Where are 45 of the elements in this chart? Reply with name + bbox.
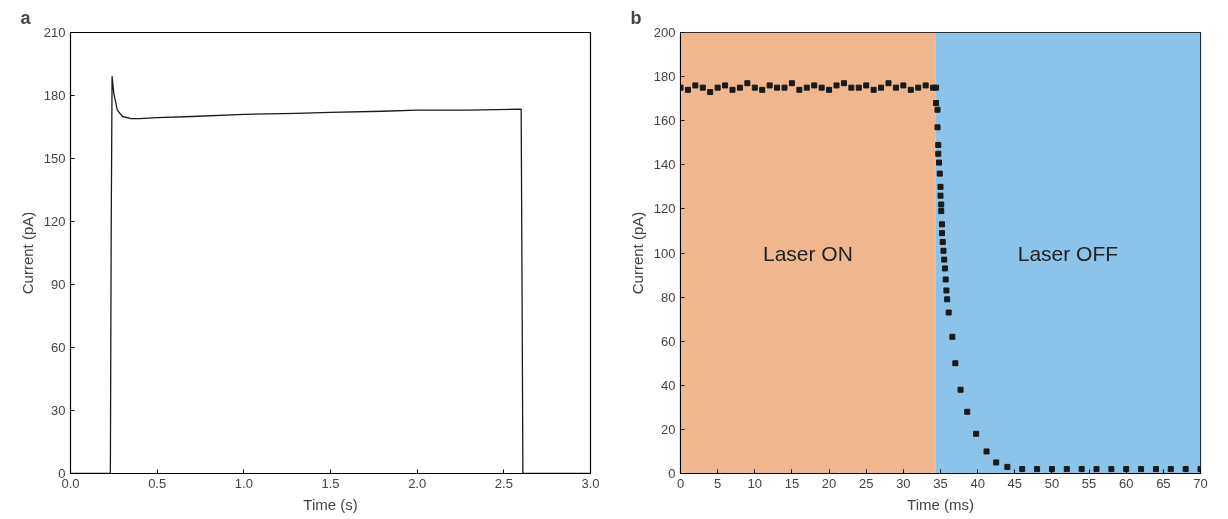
y-tick-label: 100	[653, 245, 676, 261]
x-tick-label: 55	[1081, 475, 1097, 491]
y-tick-label: 160	[653, 113, 676, 129]
x-axis-title: Time (ms)	[907, 495, 974, 513]
x-tick-label: 10	[747, 475, 763, 491]
x-tick-label: 30	[896, 475, 911, 491]
y-tick-label: 60	[51, 340, 66, 355]
band-label: Laser ON	[762, 241, 853, 265]
y-tick-label: 80	[661, 289, 676, 305]
x-axis-title: Time (s)	[303, 495, 358, 513]
y-axis-title: Current (pA)	[628, 211, 646, 295]
y-tick-label: 150	[43, 151, 66, 166]
y-tick-label: 90	[51, 277, 66, 292]
chart-title: a	[20, 7, 32, 28]
y-tick-label: 180	[653, 69, 676, 85]
y-tick-label: 40	[661, 377, 676, 393]
x-tick-label: 3.0	[581, 475, 600, 491]
x-tick-label: 60	[1118, 475, 1134, 491]
y-tick-label: 20	[661, 421, 676, 437]
x-tick-label: 2.5	[494, 475, 513, 491]
x-tick-label: 15	[784, 475, 800, 491]
x-tick-label: 65	[1156, 475, 1171, 491]
y-tick-label: 180	[43, 88, 66, 103]
x-tick-label: 70	[1193, 475, 1208, 491]
x-tick-label: 2.0	[408, 475, 427, 491]
band-label: Laser OFF	[1017, 241, 1119, 265]
x-tick-label: 40	[970, 475, 985, 491]
chart-title: b	[630, 7, 642, 28]
y-tick-label: 140	[653, 157, 676, 173]
x-tick-label: 35	[933, 475, 948, 491]
y-tick-label: 30	[51, 403, 66, 418]
x-tick-label: 1.0	[234, 475, 253, 491]
x-tick-label: 25	[858, 475, 874, 491]
y-tick-label: 210	[43, 25, 66, 40]
x-tick-label: 45	[1007, 475, 1023, 491]
x-tick-label: 50	[1044, 475, 1060, 491]
y-tick-label: 120	[653, 201, 676, 217]
y-tick-label: 120	[43, 214, 66, 229]
y-tick-label: 200	[653, 25, 676, 40]
y-axis-title: Current (pA)	[18, 211, 36, 295]
x-tick-label: 20	[821, 475, 837, 491]
x-tick-label: 5	[714, 475, 722, 491]
y-tick-label: 60	[661, 333, 676, 349]
x-tick-label: 0.5	[148, 475, 167, 491]
x-tick-label: 1.5	[321, 475, 340, 491]
